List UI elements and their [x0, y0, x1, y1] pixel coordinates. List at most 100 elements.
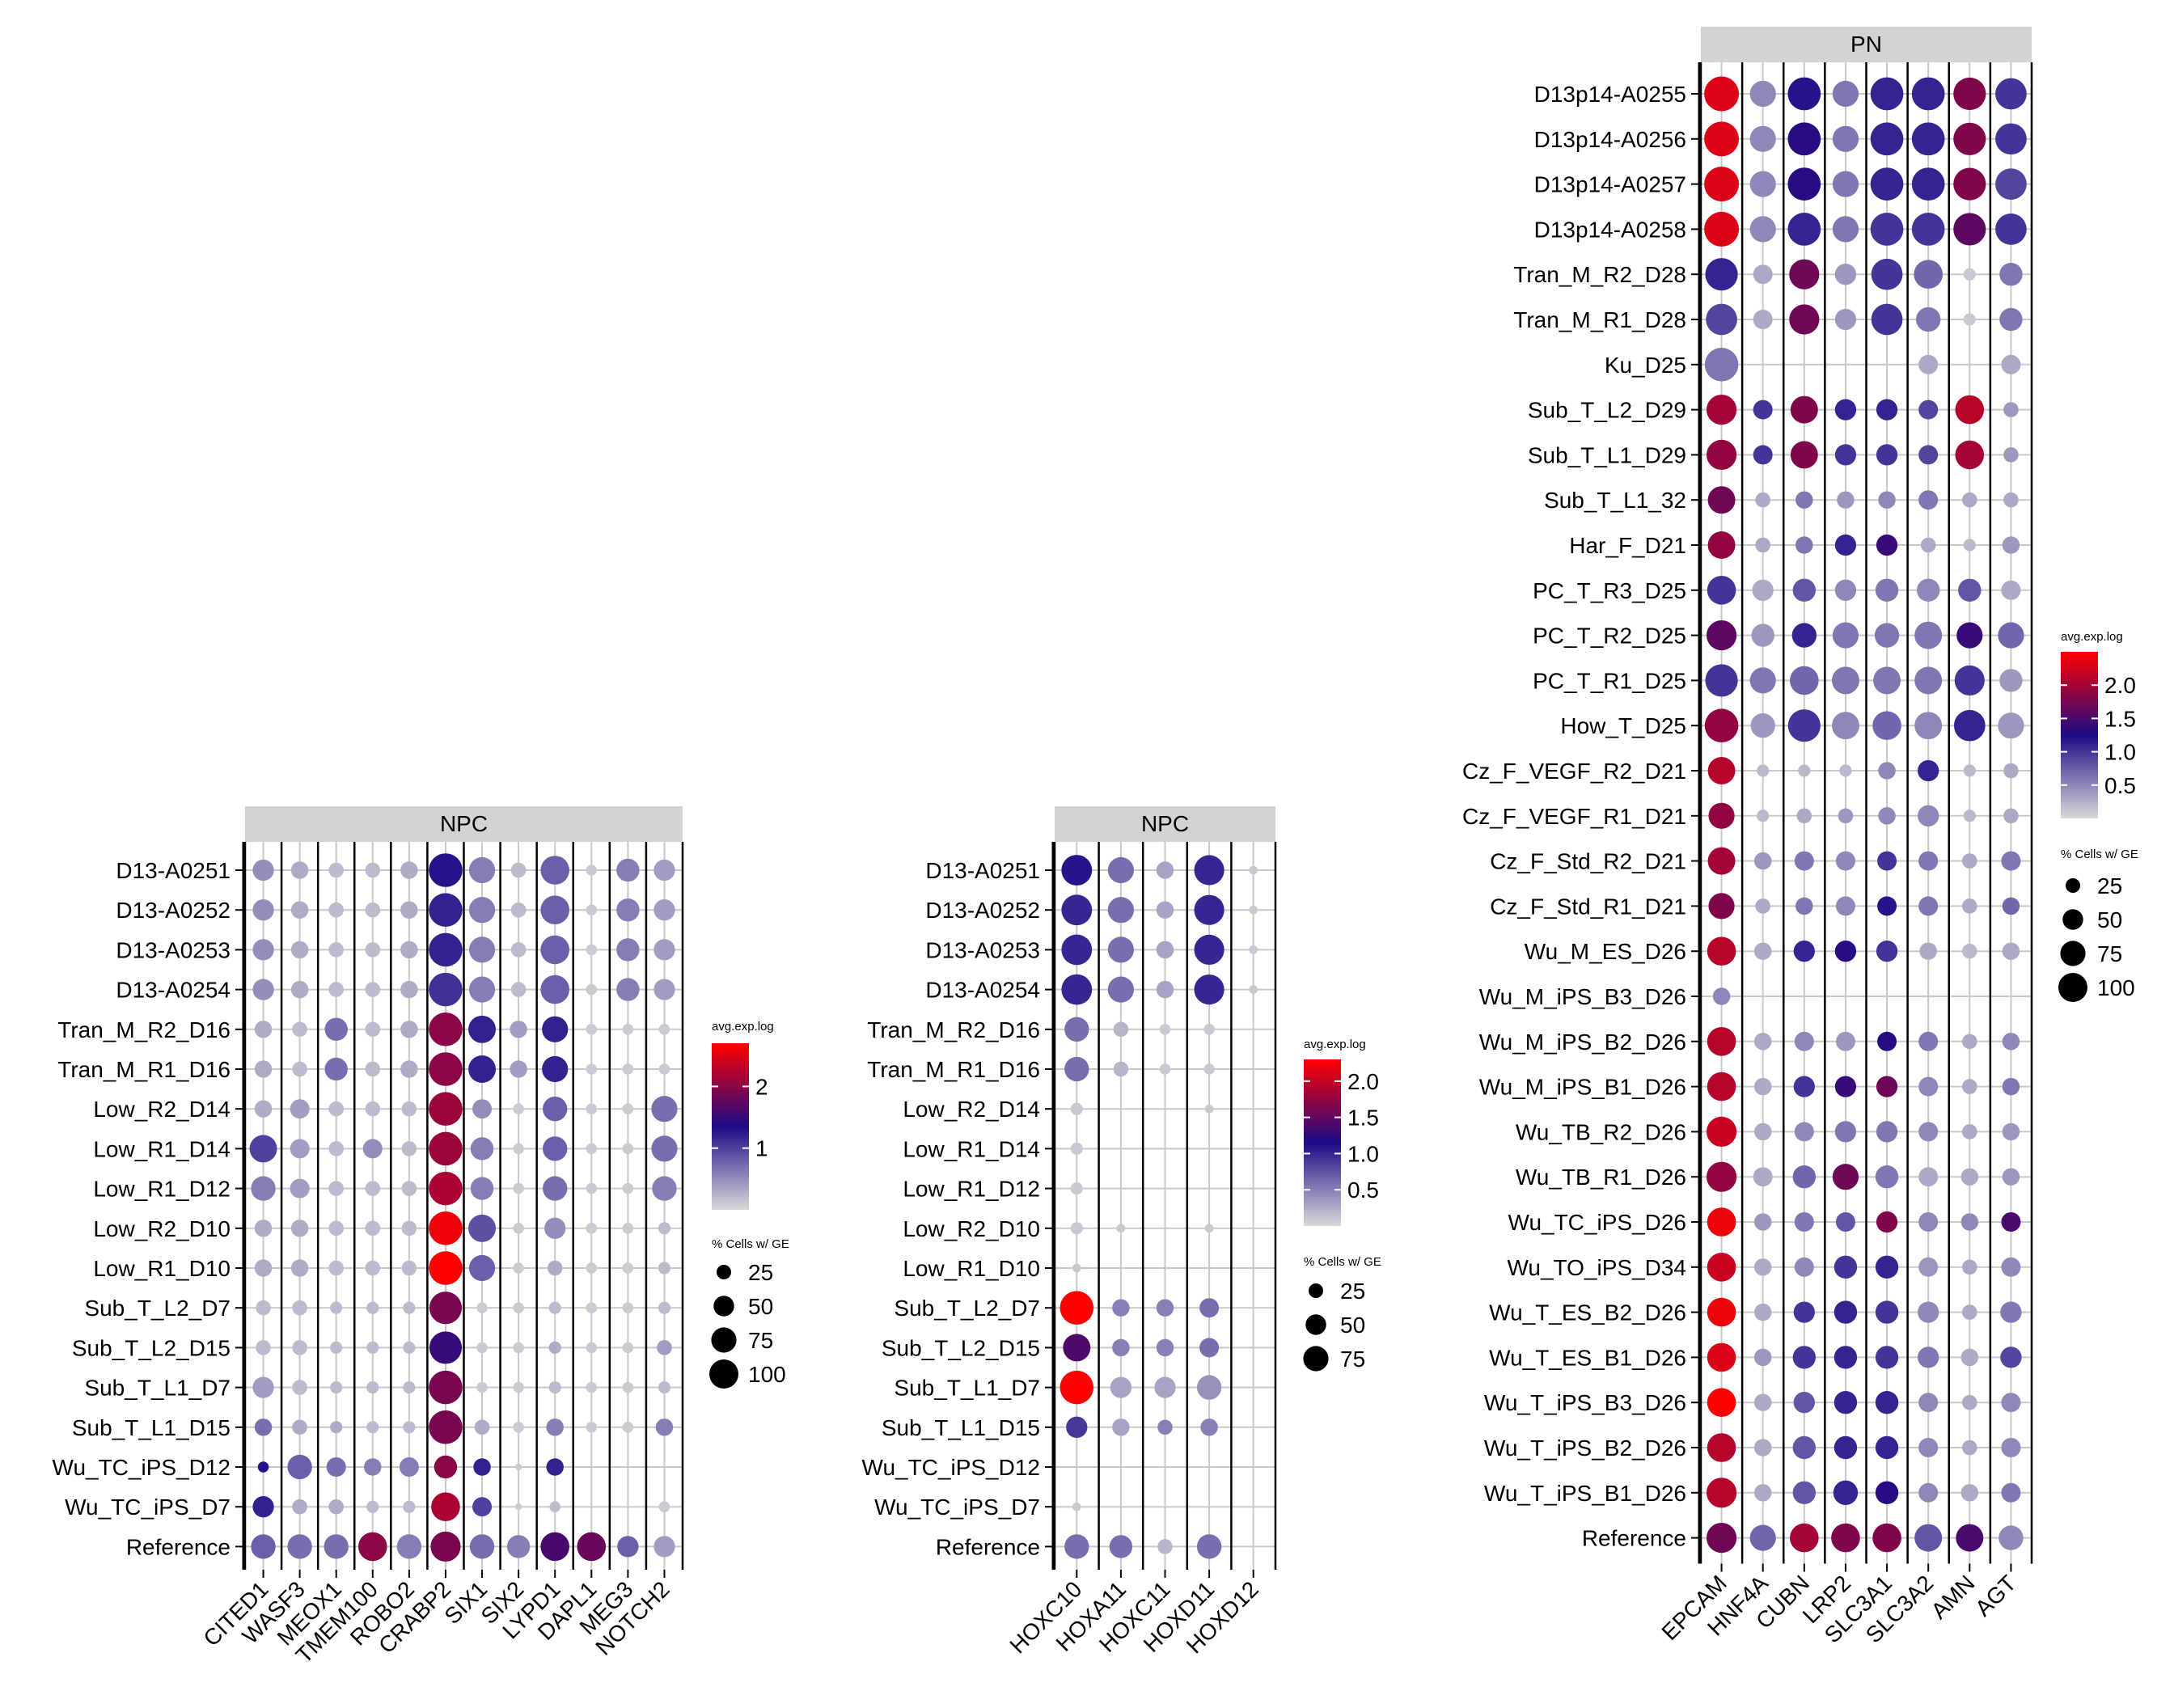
dot-Sub_T_L2_D7-NOTCH2 — [658, 1301, 671, 1314]
dot-Tran_M_R2_D16-HOXC11 — [1159, 1024, 1171, 1035]
row-label: D13-A0252 — [925, 898, 1040, 923]
dot-PC_T_R2_D25-SLC3A2 — [1914, 621, 1943, 649]
panel-1-colorbar — [712, 1043, 749, 1210]
row-label: Low_R1_D14 — [93, 1136, 231, 1161]
row-label: Wu_TC_iPS_D7 — [65, 1494, 231, 1520]
row-label: Low_R1_D10 — [93, 1256, 231, 1281]
dot-Low_R1_D14-HOXC10 — [1070, 1142, 1083, 1155]
row-label: Tran_M_R1_D16 — [867, 1057, 1040, 1082]
colorbar-tick-label: 1.5 — [1347, 1106, 1379, 1131]
dot-Low_R2_D14-SIX2 — [513, 1103, 524, 1114]
dot-Cz_F_VEGF_R2_D21-SLC3A1 — [1878, 762, 1896, 780]
dot-Low_R1_D10-ROBO2 — [401, 1260, 417, 1276]
row-label: Wu_M_iPS_B3_D26 — [1479, 984, 1686, 1009]
panel-2-facet-label: NPC — [1141, 811, 1189, 836]
dot-D13-A0253-WASF3 — [290, 941, 309, 959]
dot-Wu_T_iPS_B1_D26-SLC3A1 — [1875, 1481, 1899, 1504]
dot-Sub_T_L2_D29-HNF4A — [1753, 400, 1773, 420]
dot-Wu_T_iPS_B1_D26-CUBN — [1792, 1481, 1817, 1504]
panel-1-plot: D13-A0251 D13-A0252 D13-A0253 D13-A0254 Tran… — [53, 842, 684, 1668]
dot-Sub_T_L2_D15-HOXD11 — [1199, 1338, 1220, 1358]
dot-D13p14-A0258-CUBN — [1787, 213, 1821, 246]
dot-D13-A0252-HOXD12 — [1249, 905, 1258, 915]
dot-How_T_D25-EPCAM — [1704, 708, 1739, 742]
dot-Wu_T_iPS_B2_D26-EPCAM — [1707, 1433, 1736, 1462]
dot-D13-A0254-HOXD11 — [1194, 974, 1224, 1005]
dot-D13p14-A0257-CUBN — [1787, 167, 1821, 201]
size-legend-label: 25 — [2097, 873, 2122, 898]
panel-3: PN D13p14-A0255D13p14-A0256D13p14-A0257D… — [1462, 27, 2138, 1647]
dot-Sub_T_L1_D15-HOXC11 — [1157, 1419, 1173, 1435]
row-label: Sub_T_L1_D7 — [84, 1376, 231, 1401]
dot-Sub_T_L1_32-EPCAM — [1707, 486, 1736, 514]
row-label: Wu_TO_iPS_D34 — [1507, 1255, 1686, 1280]
dot-Low_R1_D12-CITED1 — [251, 1176, 276, 1201]
dot-Wu_TB_R1_D26-CUBN — [1792, 1165, 1817, 1189]
dot-Low_R1_D14-ROBO2 — [401, 1141, 417, 1156]
dot-Sub_T_L1_D7-HOXA11 — [1110, 1376, 1132, 1398]
row-label: Ku_D25 — [1605, 353, 1686, 378]
dot-D13-A0253-HOXD12 — [1249, 945, 1258, 954]
dot-PC_T_R3_D25-AMN — [1958, 578, 1982, 602]
row-label: D13p14-A0256 — [1534, 127, 1686, 152]
dot-Reference-CUBN — [1790, 1523, 1819, 1553]
row-label: Sub_T_L1_32 — [1544, 488, 1686, 513]
dot-Low_R1_D14-MEOX1 — [328, 1141, 345, 1156]
dot-Wu_TO_iPS_D34-AMN — [1962, 1259, 1977, 1275]
dot-Low_R2_D10-HOXC10 — [1070, 1222, 1083, 1235]
size-legend-label: 75 — [2097, 941, 2122, 966]
dot-Sub_T_L1_D7-SIX2 — [513, 1381, 524, 1393]
dot-Tran_M_R2_D16-HOXD11 — [1203, 1024, 1215, 1035]
dot-D13-A0252-MEG3 — [616, 898, 640, 922]
dot-Tran_M_R1_D16-MEOX1 — [324, 1057, 348, 1081]
dot-D13-A0251-ROBO2 — [400, 861, 418, 879]
dot-Cz_F_Std_R2_D21-SLC3A2 — [1918, 851, 1939, 871]
row-label: Sub_T_L2_D29 — [1528, 398, 1686, 423]
dot-Wu_TC_iPS_D12-ROBO2 — [399, 1457, 419, 1477]
dot-Wu_T_iPS_B3_D26-SLC3A2 — [1918, 1393, 1939, 1413]
dot-Wu_TB_R2_D26-SLC3A2 — [1918, 1122, 1939, 1142]
dot-Low_R1_D10-LYPD1 — [547, 1260, 563, 1276]
dot-Sub_T_L2_D15-HOXC11 — [1156, 1338, 1174, 1357]
dot-D13-A0251-CRABP2 — [429, 853, 463, 887]
dot-Wu_T_iPS_B1_D26-LRP2 — [1833, 1480, 1859, 1505]
dot-D13-A0252-LYPD1 — [540, 895, 570, 924]
dot-Reference-CRABP2 — [430, 1531, 461, 1562]
dot-Sub_T_L2_D29-AGT — [2003, 402, 2019, 417]
dot-D13p14-A0256-SLC3A2 — [1911, 122, 1945, 156]
dot-Tran_M_R2_D16-HOXC10 — [1064, 1017, 1089, 1042]
dot-Cz_F_Std_R1_D21-HNF4A — [1755, 898, 1770, 914]
dot-PC_T_R2_D25-LRP2 — [1832, 622, 1859, 649]
dot-Low_R2_D14-HOXD11 — [1204, 1104, 1214, 1114]
dot-Sub_T_L1_D15-LYPD1 — [546, 1418, 564, 1436]
dot-Low_R1_D10-DAPL1 — [586, 1262, 598, 1274]
dot-PC_T_R3_D25-EPCAM — [1707, 576, 1736, 605]
dot-Sub_T_L1_D15-CRABP2 — [429, 1410, 463, 1444]
colorbar-tick-label: 1.5 — [2104, 706, 2136, 731]
row-label: D13p14-A0258 — [1534, 217, 1686, 242]
dot-Wu_TB_R1_D26-SLC3A1 — [1875, 1165, 1899, 1189]
colorbar-tick-label: 2.0 — [1347, 1069, 1379, 1094]
panel-3-colorbar — [2061, 652, 2098, 818]
dot-Wu_T_iPS_B1_D26-AGT — [2001, 1482, 2021, 1503]
dot-PC_T_R3_D25-CUBN — [1792, 578, 1817, 602]
dot-Tran_M_R1_D16-ROBO2 — [400, 1060, 418, 1078]
dot-How_T_D25-AMN — [1953, 709, 1986, 742]
dot-Wu_TC_iPS_D7-MEOX1 — [328, 1499, 345, 1515]
dot-D13p14-A0258-HNF4A — [1749, 216, 1776, 243]
row-label: Sub_T_L2_D15 — [72, 1335, 231, 1360]
dot-Wu_M_iPS_B2_D26-LRP2 — [1835, 1031, 1855, 1051]
dot-Cz_F_Std_R1_D21-SLC3A1 — [1877, 896, 1897, 916]
dot-PC_T_R3_D25-SLC3A2 — [1916, 578, 1940, 602]
panel-3-colorbar-ticks: 0.5 1.0 1.5 2.0 — [2061, 673, 2136, 798]
dot-Tran_M_R1_D16-WASF3 — [292, 1061, 307, 1077]
dot-Har_F_D21-EPCAM — [1707, 531, 1736, 559]
dot-Wu_M_iPS_B1_D26-CUBN — [1793, 1076, 1815, 1097]
row-label: Wu_T_iPS_B1_D26 — [1484, 1481, 1686, 1506]
dot-Wu_TC_iPS_D7-SIX1 — [472, 1497, 493, 1517]
panel-1: NPC D13-A0251 D13-A0252 D13-A0253 D13-A0254… — [53, 806, 789, 1668]
dot-Tran_M_R1_D28-CUBN — [1789, 304, 1820, 335]
dot-Low_R1_D12-SIX1 — [470, 1177, 494, 1200]
dot-D13-A0251-HOXC11 — [1156, 861, 1174, 879]
dot-Tran_M_R2_D16-LYPD1 — [542, 1016, 569, 1042]
